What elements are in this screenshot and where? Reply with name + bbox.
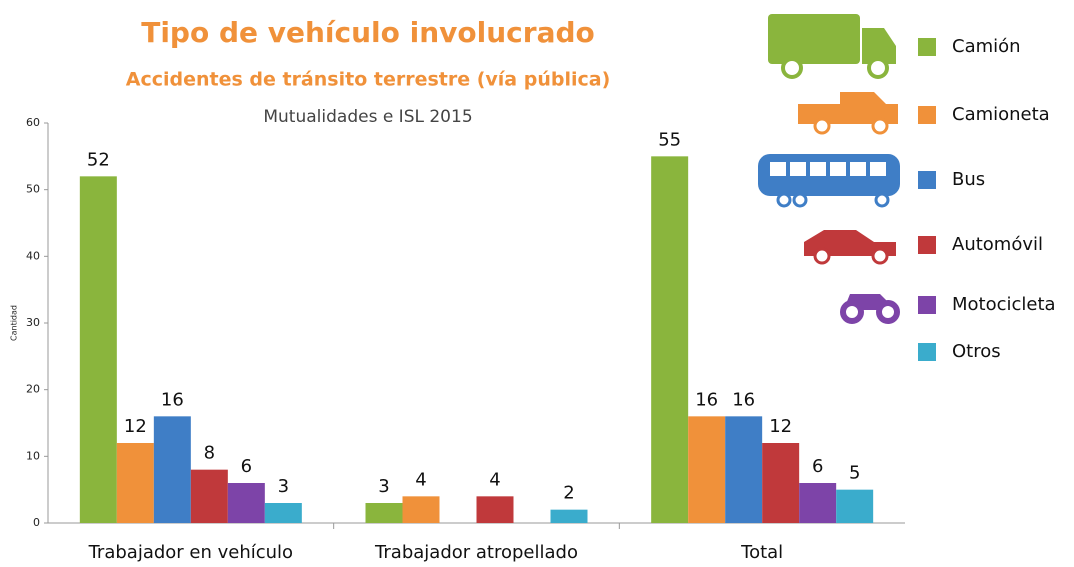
- icons: [758, 14, 900, 324]
- legend-label: Camión: [952, 36, 1021, 57]
- x-tick-label: Total: [740, 542, 783, 563]
- data-label: 3: [378, 476, 389, 497]
- legend-label: Camioneta: [952, 104, 1050, 125]
- bar: [116, 443, 154, 523]
- legend-swatch: [918, 343, 936, 361]
- data-label: 4: [489, 469, 500, 490]
- data-label: 4: [415, 469, 426, 490]
- chart-note: Mutualidades e ISL 2015: [263, 107, 472, 127]
- chart-subtitle: Accidentes de tránsito terrestre (vía pú…: [126, 69, 611, 91]
- data-label: 12: [124, 416, 147, 437]
- bar: [799, 483, 837, 523]
- legend-label: Otros: [952, 341, 1001, 362]
- bar: [688, 416, 726, 523]
- chart-title: Tipo de vehículo involucrado: [141, 16, 595, 49]
- bar: [476, 496, 514, 523]
- legend-swatch: [918, 236, 936, 254]
- data-label: 12: [769, 416, 792, 437]
- bar: [190, 469, 228, 523]
- y-axis-label: Cantidad: [10, 305, 19, 341]
- data-label: 16: [695, 389, 718, 410]
- legend-swatch: [918, 171, 936, 189]
- legend-label: Bus: [952, 169, 985, 190]
- bar: [725, 416, 763, 523]
- data-label: 6: [241, 456, 252, 477]
- y-tick-label: 30: [26, 316, 40, 329]
- bar: [651, 156, 689, 524]
- y-tick-label: 10: [26, 449, 40, 462]
- bar: [264, 503, 302, 523]
- data-label: 16: [161, 389, 184, 410]
- data-label: 55: [658, 129, 681, 150]
- bar: [836, 489, 874, 523]
- x-tick-label: Trabajador en vehículo: [88, 542, 294, 563]
- data-label: 2: [563, 483, 574, 504]
- bar: [79, 176, 117, 524]
- data-label: 52: [87, 149, 110, 170]
- bar: [762, 443, 800, 523]
- legend-label: Motocicleta: [952, 294, 1056, 315]
- legend-swatch: [918, 38, 936, 56]
- y-tick-label: 0: [33, 516, 40, 529]
- y-tick-label: 60: [26, 116, 40, 129]
- data-label: 8: [204, 443, 215, 464]
- data-label: 3: [278, 476, 289, 497]
- legend-swatch: [918, 106, 936, 124]
- x-tick-label: Trabajador atropellado: [374, 542, 578, 563]
- bar: [365, 503, 403, 523]
- legend-swatch: [918, 296, 936, 314]
- bar: [227, 483, 265, 523]
- bar: [402, 496, 440, 523]
- data-label: 6: [812, 456, 823, 477]
- bar: [550, 509, 588, 523]
- y-tick-label: 20: [26, 383, 40, 396]
- bar: [153, 416, 191, 523]
- data-label: 5: [849, 463, 860, 484]
- y-tick-label: 50: [26, 183, 40, 196]
- data-label: 16: [732, 389, 755, 410]
- legend-label: Automóvil: [952, 234, 1043, 255]
- y-tick-label: 40: [26, 249, 40, 262]
